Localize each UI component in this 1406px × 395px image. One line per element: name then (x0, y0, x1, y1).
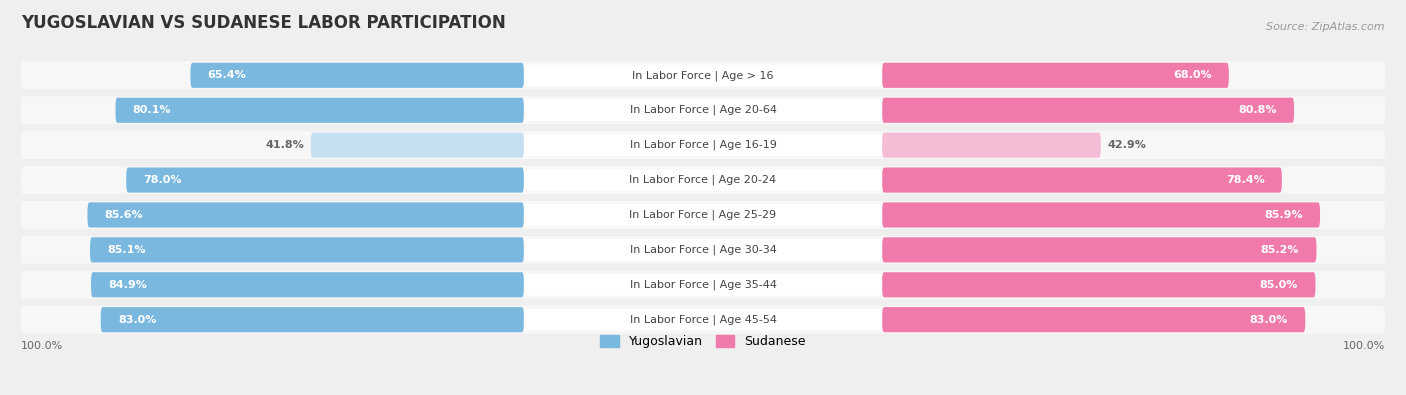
FancyBboxPatch shape (190, 63, 524, 88)
FancyBboxPatch shape (882, 133, 1101, 158)
FancyBboxPatch shape (524, 100, 882, 121)
Legend: Yugoslavian, Sudanese: Yugoslavian, Sudanese (595, 330, 811, 354)
FancyBboxPatch shape (127, 167, 524, 193)
Text: 85.6%: 85.6% (104, 210, 143, 220)
FancyBboxPatch shape (882, 98, 1294, 123)
FancyBboxPatch shape (21, 96, 1385, 124)
Text: 80.8%: 80.8% (1239, 105, 1277, 115)
FancyBboxPatch shape (21, 306, 1385, 334)
Text: 83.0%: 83.0% (118, 315, 156, 325)
FancyBboxPatch shape (882, 272, 1316, 297)
Text: In Labor Force | Age 20-64: In Labor Force | Age 20-64 (630, 105, 776, 115)
Text: 85.9%: 85.9% (1264, 210, 1303, 220)
Text: 42.9%: 42.9% (1108, 140, 1147, 150)
Text: In Labor Force | Age 20-24: In Labor Force | Age 20-24 (630, 175, 776, 185)
FancyBboxPatch shape (524, 309, 882, 331)
FancyBboxPatch shape (21, 236, 1385, 264)
Text: YUGOSLAVIAN VS SUDANESE LABOR PARTICIPATION: YUGOSLAVIAN VS SUDANESE LABOR PARTICIPAT… (21, 14, 506, 32)
Text: In Labor Force | Age 25-29: In Labor Force | Age 25-29 (630, 210, 776, 220)
Text: 85.0%: 85.0% (1260, 280, 1298, 290)
FancyBboxPatch shape (115, 98, 524, 123)
FancyBboxPatch shape (87, 202, 524, 228)
Text: In Labor Force | Age 45-54: In Labor Force | Age 45-54 (630, 314, 776, 325)
FancyBboxPatch shape (524, 274, 882, 295)
FancyBboxPatch shape (90, 237, 524, 262)
Text: 84.9%: 84.9% (108, 280, 148, 290)
Text: Source: ZipAtlas.com: Source: ZipAtlas.com (1267, 22, 1385, 32)
Text: 68.0%: 68.0% (1173, 70, 1212, 80)
FancyBboxPatch shape (101, 307, 524, 332)
FancyBboxPatch shape (21, 201, 1385, 229)
FancyBboxPatch shape (524, 134, 882, 156)
FancyBboxPatch shape (882, 202, 1320, 228)
Text: 78.4%: 78.4% (1226, 175, 1264, 185)
FancyBboxPatch shape (882, 237, 1316, 262)
FancyBboxPatch shape (524, 204, 882, 226)
FancyBboxPatch shape (524, 239, 882, 261)
Text: 100.0%: 100.0% (1343, 341, 1385, 351)
Text: 78.0%: 78.0% (143, 175, 181, 185)
Text: 80.1%: 80.1% (132, 105, 172, 115)
Text: 83.0%: 83.0% (1250, 315, 1288, 325)
FancyBboxPatch shape (882, 167, 1282, 193)
Text: In Labor Force | Age > 16: In Labor Force | Age > 16 (633, 70, 773, 81)
Text: 100.0%: 100.0% (21, 341, 63, 351)
FancyBboxPatch shape (524, 64, 882, 86)
Text: 85.1%: 85.1% (107, 245, 146, 255)
Text: In Labor Force | Age 35-44: In Labor Force | Age 35-44 (630, 280, 776, 290)
FancyBboxPatch shape (21, 61, 1385, 89)
FancyBboxPatch shape (882, 307, 1305, 332)
Text: In Labor Force | Age 30-34: In Labor Force | Age 30-34 (630, 245, 776, 255)
Text: In Labor Force | Age 16-19: In Labor Force | Age 16-19 (630, 140, 776, 150)
FancyBboxPatch shape (524, 169, 882, 191)
FancyBboxPatch shape (21, 166, 1385, 194)
Text: 85.2%: 85.2% (1261, 245, 1299, 255)
FancyBboxPatch shape (91, 272, 524, 297)
Text: 41.8%: 41.8% (266, 140, 304, 150)
Text: 65.4%: 65.4% (208, 70, 246, 80)
FancyBboxPatch shape (882, 63, 1229, 88)
FancyBboxPatch shape (311, 133, 524, 158)
FancyBboxPatch shape (21, 271, 1385, 299)
FancyBboxPatch shape (21, 131, 1385, 159)
